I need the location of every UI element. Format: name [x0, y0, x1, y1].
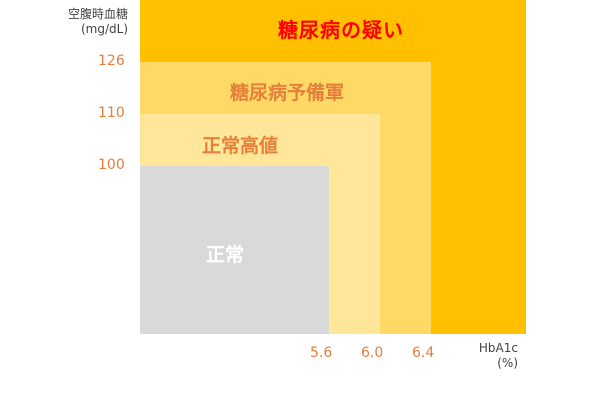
- x-tick-6-0: 6.0: [361, 345, 384, 361]
- x-tick-6-4: 6.4: [412, 345, 435, 361]
- y-tick-100: 100: [98, 157, 125, 173]
- y-axis-title: 空腹時血糖 (mg/dL): [36, 7, 128, 37]
- x-axis-unit: (%): [497, 356, 518, 370]
- x-axis-title: HbA1c (%): [474, 341, 518, 371]
- y-axis-title-text: 空腹時血糖: [67, 7, 128, 21]
- zone-normal: [140, 166, 329, 334]
- zone-label-prediabetes: 糖尿病予備軍: [230, 82, 345, 104]
- y-axis-unit: (mg/dL): [80, 22, 128, 36]
- x-tick-5-6: 5.6: [310, 345, 333, 361]
- y-tick-126: 126: [98, 53, 125, 69]
- x-axis-title-text: HbA1c: [478, 341, 518, 355]
- zone-label-diabetes: 糖尿病の疑い: [278, 18, 404, 42]
- y-tick-110: 110: [98, 105, 125, 121]
- zone-label-normal: 正常: [206, 244, 245, 266]
- zone-label-high-normal: 正常高値: [202, 135, 279, 157]
